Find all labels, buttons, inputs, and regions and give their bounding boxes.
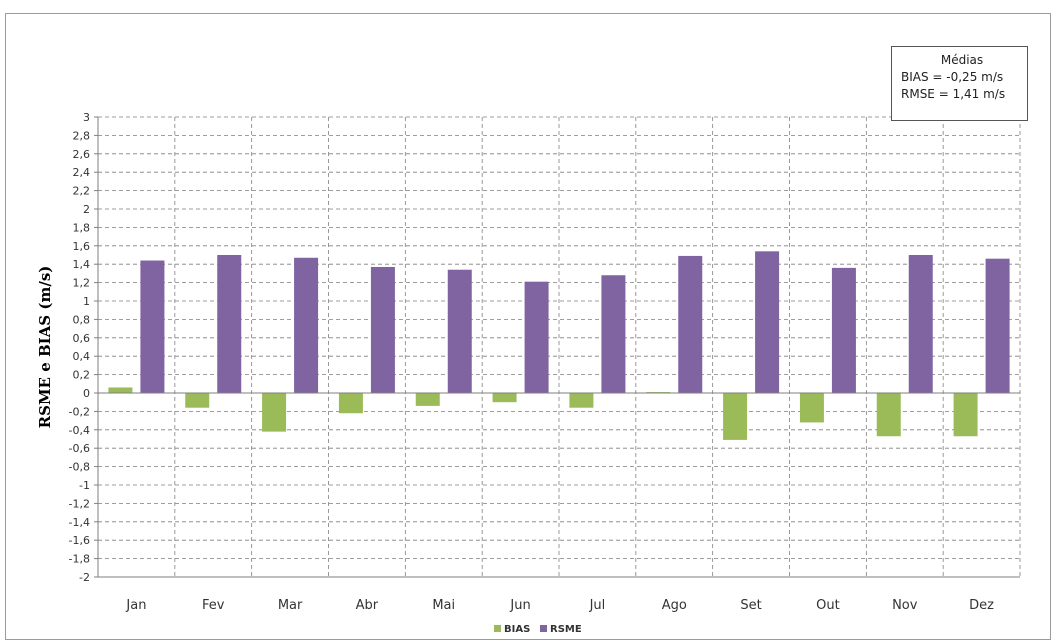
y-tick-label: 1,6: [73, 240, 91, 253]
rsme-bar-abr: [370, 266, 395, 393]
y-tick-label: 0,8: [73, 313, 91, 326]
legend-label-bias: BIAS: [504, 624, 530, 635]
rsme-bar-mai: [447, 269, 472, 393]
y-tick-label: 1,8: [73, 221, 91, 234]
x-axis-labels: Jan Fev Mar Abr Mai Jun Jul Ago Set Out Nov Dez: [125, 598, 994, 613]
legend-label-rsme: RSME: [550, 624, 582, 635]
rsme-bar-set: [755, 251, 780, 393]
axes: [97, 117, 1020, 578]
bias-bar-nov: [876, 393, 901, 437]
y-axis-title: RSME e BIAS (m/s): [36, 266, 54, 429]
bias-bar-jun: [492, 393, 517, 403]
y-tick-label: 0,2: [73, 369, 91, 382]
y-tick-label: -0,4: [69, 424, 90, 437]
x-tick-label: Mai: [432, 598, 455, 613]
bias-bar-dez: [953, 393, 978, 437]
y-tick-label: 2,4: [73, 166, 91, 179]
legend: BIAS RSME: [494, 624, 582, 635]
y-tick-label: -0,6: [69, 442, 90, 455]
y-tick-label: -2: [79, 571, 90, 584]
y-tick-label: 0: [83, 387, 90, 400]
y-axis-ticks: -2 -1,8 -1,6 -1,4 -1,2 -1 -0,8 -0,6 -0,4 -0,2 0 0,2…: [69, 111, 98, 584]
x-tick-label: Ago: [662, 598, 687, 613]
y-tick-label: -1,6: [69, 534, 90, 547]
bias-bar-set: [723, 393, 748, 440]
bars: [108, 251, 1010, 440]
means-bias-line: BIAS = -0,25 m/s: [901, 70, 1004, 84]
x-tick-label: Mar: [278, 598, 303, 613]
rsme-bar-fev: [217, 255, 242, 393]
y-tick-label: -1: [79, 479, 90, 492]
y-tick-label: 3: [83, 111, 90, 124]
means-rmse-line: RMSE = 1,41 m/s: [901, 87, 1006, 101]
rsme-bar-ago: [678, 255, 703, 393]
legend-swatch-bias: [494, 625, 501, 632]
y-tick-label: 0,6: [73, 332, 91, 345]
rsme-bar-jun: [524, 281, 549, 393]
x-tick-label: Fev: [202, 598, 225, 613]
rsme-bar-jan: [140, 260, 165, 393]
x-tick-label: Jun: [509, 598, 530, 613]
x-tick-label: Jan: [125, 598, 146, 613]
bias-bar-mai: [415, 393, 440, 406]
bias-bar-out: [799, 393, 824, 423]
y-tick-label: 2: [83, 203, 90, 216]
rsme-bar-jul: [601, 275, 626, 393]
y-tick-label: -1,2: [69, 497, 90, 510]
rsme-bar-dez: [985, 258, 1010, 393]
bias-bar-jan: [108, 387, 133, 393]
y-tick-label: 0,4: [73, 350, 91, 363]
x-tick-label: Jul: [589, 598, 606, 613]
bias-bar-mar: [262, 393, 287, 432]
y-tick-label: 2,2: [73, 185, 91, 198]
x-tick-label: Abr: [356, 598, 379, 613]
y-tick-label: 1,4: [73, 258, 91, 271]
y-tick-label: -1,8: [69, 553, 90, 566]
y-tick-label: 2,6: [73, 148, 91, 161]
y-tick-label: 2,8: [73, 129, 91, 142]
x-tick-label: Out: [816, 598, 840, 613]
y-tick-label: -0,2: [69, 405, 90, 418]
x-tick-label: Nov: [892, 598, 918, 613]
bias-bar-abr: [338, 393, 363, 414]
plot-area: [98, 117, 1020, 577]
x-tick-label: Set: [740, 598, 761, 613]
bias-bar-jul: [569, 393, 594, 408]
x-tick-label: Dez: [969, 598, 994, 613]
means-annotation-box: Médias BIAS = -0,25 m/s RMSE = 1,41 m/s: [891, 46, 1028, 121]
rsme-bar-mar: [294, 257, 319, 393]
rsme-bar-nov: [908, 255, 933, 393]
bias-bar-fev: [185, 393, 210, 408]
y-tick-label: 1,2: [73, 277, 91, 290]
means-title: Médias: [940, 53, 984, 67]
y-tick-label: -0,8: [69, 461, 90, 474]
y-tick-label: 1: [83, 295, 90, 308]
rsme-bar-out: [831, 267, 856, 393]
legend-swatch-rsme: [540, 625, 547, 632]
y-tick-label: -1,4: [69, 516, 90, 529]
